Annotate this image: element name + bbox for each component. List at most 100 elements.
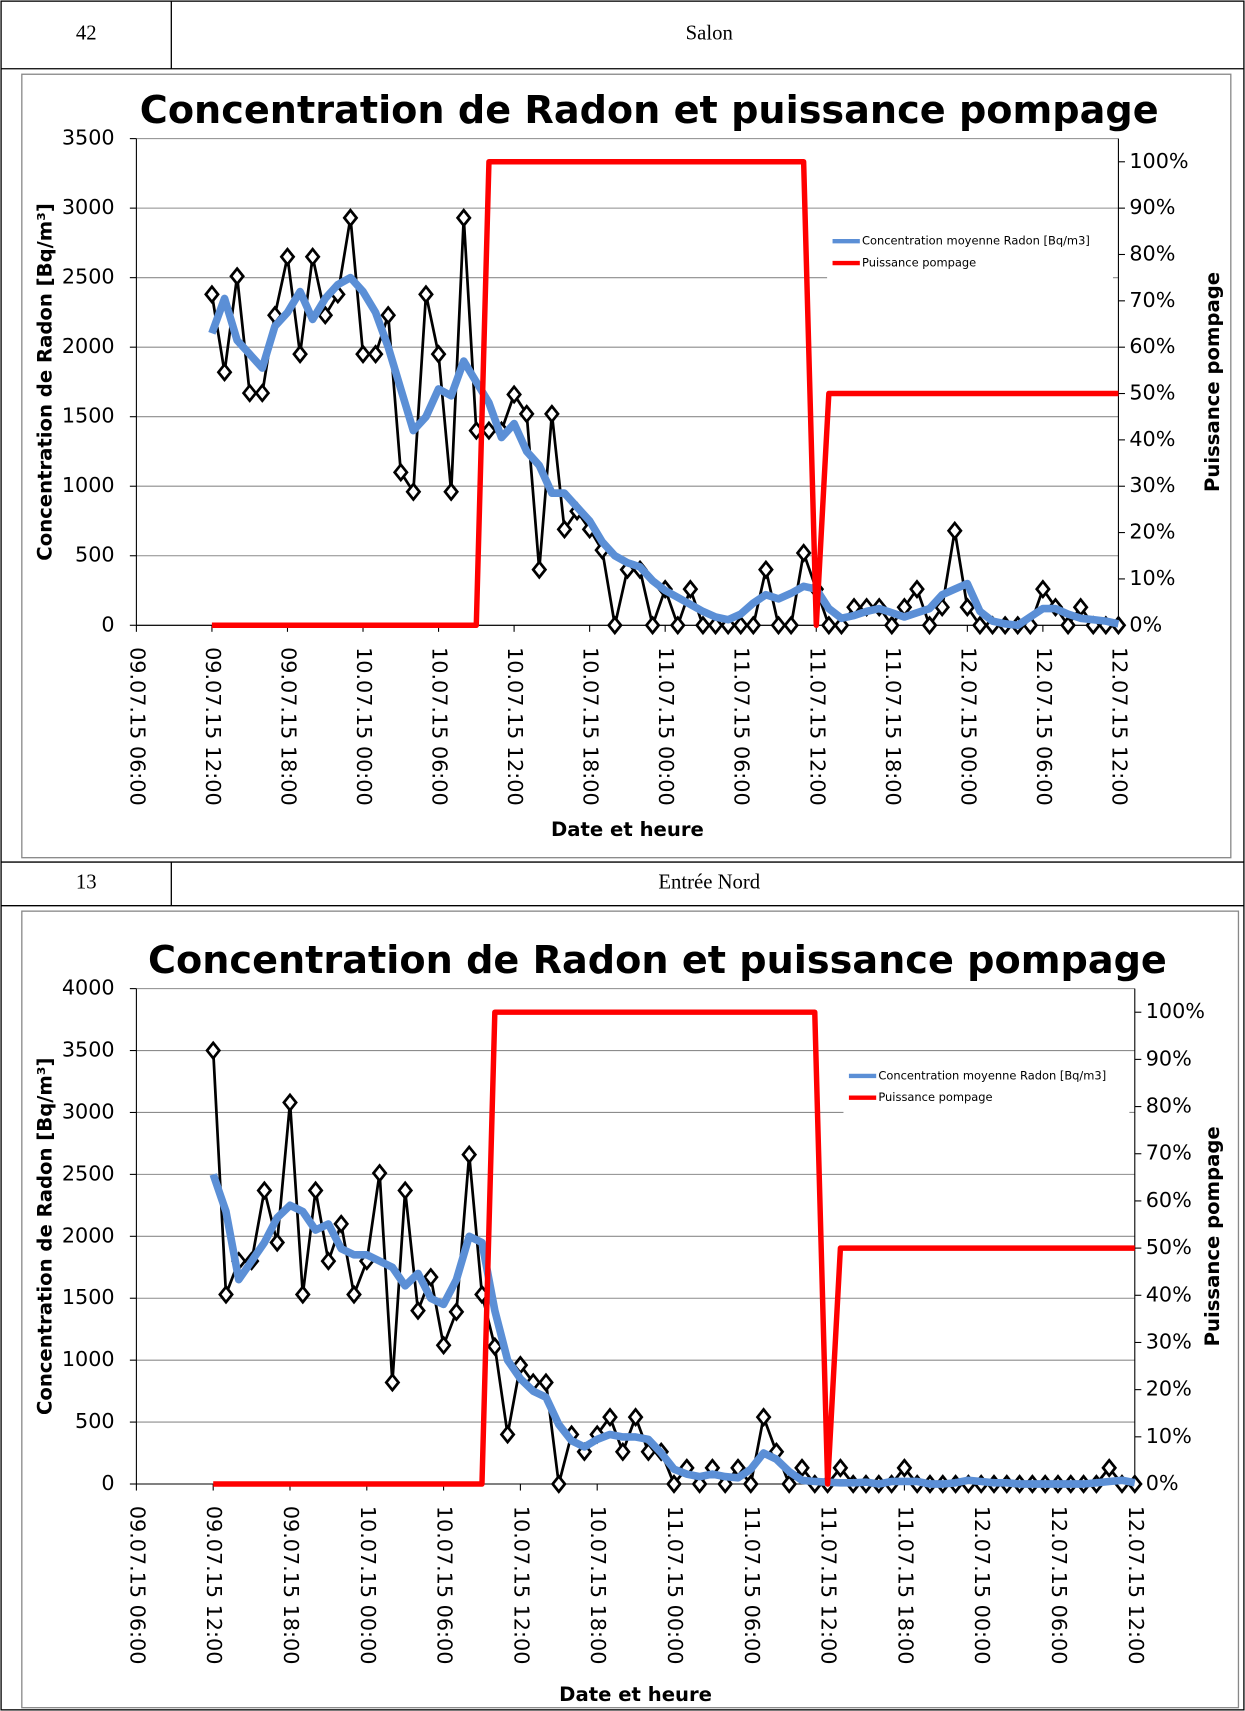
- data-point: [732, 615, 749, 636]
- data-point: [755, 1407, 772, 1427]
- y2-tick-label: 50%: [1129, 381, 1175, 405]
- data-point: [682, 579, 699, 599]
- data-point: [538, 1372, 554, 1393]
- x-tick-label: 10.07.15 00:00: [352, 647, 376, 806]
- y2-axis-title: Puissance pompage: [1201, 272, 1224, 492]
- y-tick-label: 1000: [62, 1347, 115, 1371]
- x-tick-label: 10.07.15 12:00: [509, 1506, 533, 1665]
- y-tick-label: 0: [101, 1471, 114, 1495]
- data-point: [742, 1474, 759, 1494]
- data-point: [380, 305, 397, 326]
- legend-label: Concentration moyenne Radon [Bq/m3]: [862, 234, 1090, 248]
- cell-number: 42: [76, 23, 97, 45]
- data-point: [269, 1232, 286, 1253]
- data-point: [282, 1092, 298, 1113]
- data-point: [205, 1040, 222, 1061]
- x-tick-label: 12.07.15 00:00: [956, 647, 980, 806]
- data-point: [392, 462, 409, 483]
- x-tick-label: 12.07.15 06:00: [1032, 647, 1056, 806]
- data-point: [1035, 579, 1051, 599]
- x-tick-label: 12.07.15 12:00: [1107, 647, 1131, 806]
- data-point: [602, 1407, 618, 1427]
- data-point: [499, 1424, 516, 1445]
- data-point: [204, 284, 220, 305]
- x-tick-label: 09.07.15 12:00: [202, 1506, 226, 1665]
- data-point: [342, 208, 359, 228]
- y-tick-label: 500: [75, 1409, 115, 1433]
- data-point: [229, 266, 245, 287]
- y2-tick-label: 60%: [1146, 1188, 1192, 1212]
- data-point: [384, 1372, 401, 1393]
- x-tick-label: 10.07.15 12:00: [503, 647, 527, 806]
- data-point: [832, 1458, 849, 1478]
- data-point: [405, 481, 422, 502]
- data-point: [794, 1458, 810, 1478]
- cell-number: 13: [76, 872, 97, 894]
- y2-tick-label: 20%: [1146, 1377, 1192, 1401]
- y-tick-label: 500: [75, 543, 115, 567]
- data-point: [216, 362, 233, 383]
- data-point: [691, 1474, 708, 1494]
- x-tick-label: 09.07.15 18:00: [279, 1506, 303, 1665]
- x-tick-label: 12.07.15 12:00: [1124, 1506, 1148, 1665]
- y2-tick-label: 100%: [1146, 999, 1205, 1023]
- cell-location: Salon: [686, 23, 734, 45]
- data-point: [355, 344, 371, 364]
- data-point: [669, 615, 686, 636]
- data-point: [921, 615, 938, 636]
- chart-title: Concentration de Radon et puissance pomp…: [148, 939, 1167, 983]
- x-tick-label: 11.07.15 12:00: [817, 1506, 841, 1665]
- x-axis-title: Date et heure: [559, 1683, 712, 1706]
- x-tick-label: 09.07.15 18:00: [276, 647, 300, 806]
- data-point: [695, 615, 711, 636]
- x-tick-label: 12.07.15 00:00: [970, 1506, 994, 1665]
- data-point: [1060, 615, 1076, 636]
- y2-tick-label: 90%: [1146, 1046, 1192, 1070]
- data-point: [320, 1251, 337, 1271]
- data-point: [506, 384, 522, 405]
- x-tick-label: 09.07.15 06:00: [125, 647, 149, 806]
- data-point: [666, 1474, 682, 1494]
- x-tick-label: 10.07.15 06:00: [428, 647, 452, 806]
- legend-box: [843, 1060, 1130, 1122]
- data-point: [758, 559, 774, 580]
- data-point: [418, 284, 434, 305]
- y2-tick-label: 70%: [1146, 1141, 1192, 1165]
- data-point: [486, 1336, 503, 1357]
- y-tick-label: 2500: [62, 265, 115, 289]
- data-point: [717, 1474, 734, 1494]
- x-tick-label: 10.07.15 00:00: [356, 1506, 380, 1665]
- y-tick-label: 3000: [62, 1099, 115, 1123]
- y2-tick-label: 30%: [1129, 473, 1175, 497]
- data-point: [292, 344, 308, 364]
- y2-tick-label: 10%: [1146, 1424, 1192, 1448]
- data-point: [307, 1180, 324, 1201]
- data-point: [333, 1214, 350, 1234]
- data-point: [448, 1302, 465, 1322]
- data-point: [614, 1441, 631, 1462]
- x-tick-label: 10.07.15 18:00: [586, 1506, 610, 1665]
- x-tick-label: 11.07.15 06:00: [730, 647, 754, 806]
- data-point: [1101, 1458, 1118, 1478]
- y-axis-title: Concentration de Radon [Bq/m³]: [33, 1058, 56, 1416]
- y2-tick-label: 0%: [1146, 1471, 1179, 1495]
- data-point: [518, 404, 535, 424]
- legend-label: Puissance pompage: [878, 1090, 992, 1104]
- y2-tick-label: 40%: [1146, 1282, 1192, 1306]
- y-tick-label: 1500: [62, 1285, 115, 1309]
- data-point: [544, 404, 560, 424]
- x-tick-label: 10.07.15 18:00: [579, 647, 603, 806]
- y2-tick-label: 100%: [1129, 149, 1188, 173]
- data-point: [256, 1180, 273, 1201]
- series-line: [209, 1173, 1136, 1488]
- data-point: [745, 615, 762, 636]
- y2-tick-label: 10%: [1129, 566, 1175, 590]
- x-tick-label: 11.07.15 12:00: [805, 647, 829, 806]
- y2-tick-label: 70%: [1129, 288, 1175, 312]
- data-point: [770, 615, 787, 636]
- data-point: [644, 615, 661, 636]
- data-point: [883, 615, 900, 636]
- y-tick-label: 4000: [62, 976, 115, 1000]
- y2-tick-label: 50%: [1146, 1235, 1192, 1259]
